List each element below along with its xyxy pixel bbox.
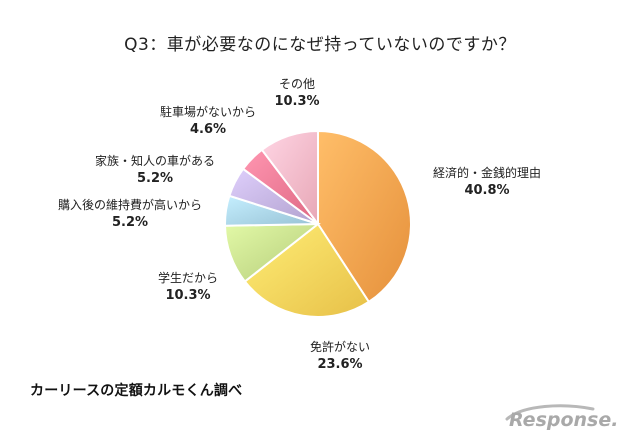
slice-label: 駐車場がないから xyxy=(160,104,256,119)
slice-label: 購入後の維持費が高いから xyxy=(58,197,202,212)
slice-value-label: 5.2% xyxy=(112,215,148,230)
logo-text: Response. xyxy=(509,409,618,431)
slice-value-label: 23.6% xyxy=(317,357,362,372)
slice-label: 学生だから xyxy=(158,270,218,285)
slice-label: 経済的・金銭的理由 xyxy=(433,165,541,180)
slice-value-label: 4.6% xyxy=(190,122,226,137)
source-credit: カーリースの定額カルモくん調べ xyxy=(30,383,243,399)
slice-label: その他 xyxy=(279,77,315,91)
pie-labels: 経済的・金銭的理由 40.8% 免許がない 23.6% 学生だから 10.3% 購入後の維持… xyxy=(58,77,541,372)
slice-label: 家族・知人の車がある xyxy=(95,153,215,168)
slice-value-label: 10.3% xyxy=(274,94,319,109)
chart-title: Q3：車が必要なのになぜ持っていないのですか？ xyxy=(124,35,516,55)
slice-value-label: 10.3% xyxy=(165,288,210,303)
pie-slice xyxy=(260,129,319,227)
pie-slice xyxy=(243,222,371,318)
slice-label: 免許がない xyxy=(310,339,370,354)
slice-value-label: 5.2% xyxy=(137,171,173,186)
slice-value-label: 40.8% xyxy=(464,183,509,198)
pie-slices xyxy=(224,129,412,318)
response-logo: Response. xyxy=(505,404,618,431)
